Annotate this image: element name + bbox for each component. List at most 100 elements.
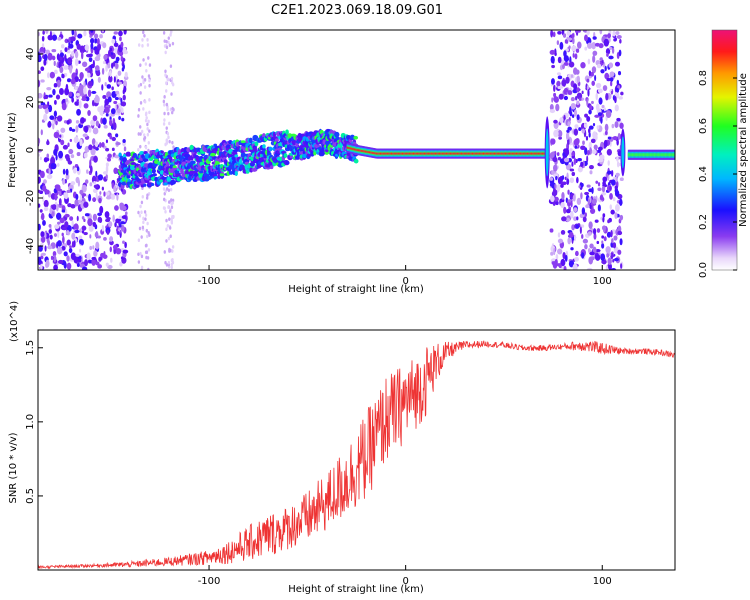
signal-pixel bbox=[130, 162, 137, 166]
noise-pixel bbox=[612, 197, 616, 202]
noise-pixel bbox=[554, 48, 557, 56]
noise-pixel bbox=[122, 80, 128, 88]
noise-pixel bbox=[139, 132, 142, 136]
edge-spike bbox=[545, 128, 549, 177]
noise-pixel bbox=[557, 85, 562, 90]
signal-pixel bbox=[151, 168, 156, 174]
colorbar-tick-label: 0.2 bbox=[698, 214, 709, 230]
noise-pixel bbox=[586, 78, 590, 83]
noise-pixel bbox=[94, 38, 98, 44]
noise-pixel bbox=[168, 121, 171, 126]
noise-pixel bbox=[576, 75, 580, 83]
noise-pixel bbox=[148, 110, 151, 115]
snr-ticks: -100 0 100 0.5 1.0 1.5 bbox=[25, 340, 612, 587]
noise-pixel bbox=[120, 55, 124, 62]
noise-pixel bbox=[570, 200, 573, 208]
noise-pixel bbox=[581, 128, 585, 134]
noise-pixel bbox=[118, 30, 123, 37]
noise-pixel bbox=[43, 179, 47, 184]
noise-pixel bbox=[56, 115, 63, 122]
noise-pixel bbox=[612, 242, 617, 249]
noise-pixel bbox=[557, 248, 563, 255]
noise-pixel bbox=[566, 178, 570, 186]
noise-pixel bbox=[78, 78, 81, 83]
noise-pixel bbox=[586, 30, 590, 36]
noise-pixel bbox=[77, 60, 81, 64]
noise-pixel bbox=[144, 118, 148, 123]
noise-pixel bbox=[165, 45, 169, 50]
noise-pixel bbox=[563, 95, 569, 101]
snr-xtick-label: 100 bbox=[593, 576, 612, 587]
noise-pixel bbox=[594, 219, 599, 223]
noise-pixel bbox=[595, 248, 601, 253]
noise-pixel bbox=[605, 264, 609, 270]
noise-pixel bbox=[588, 132, 591, 138]
noise-pixel bbox=[607, 160, 610, 166]
noise-pixel bbox=[46, 153, 50, 159]
noise-pixel bbox=[105, 195, 112, 200]
noise-pixel bbox=[580, 161, 584, 167]
noise-pixel bbox=[549, 228, 554, 233]
noise-pixel bbox=[140, 254, 144, 259]
noise-pixel bbox=[570, 247, 574, 251]
noise-pixel bbox=[75, 92, 80, 97]
noise-pixel bbox=[604, 123, 609, 132]
noise-pixel bbox=[90, 42, 94, 50]
noise-pixel bbox=[53, 60, 56, 66]
noise-pixel bbox=[111, 38, 116, 44]
noise-pixel bbox=[46, 72, 50, 79]
noise-pixel bbox=[616, 117, 621, 122]
noise-pixel bbox=[51, 204, 57, 210]
noise-pixel bbox=[79, 189, 84, 195]
noise-pixel bbox=[162, 197, 166, 202]
signal-pixel bbox=[238, 158, 243, 165]
noise-pixel bbox=[87, 89, 92, 98]
noise-pixel bbox=[71, 232, 76, 240]
noise-pixel bbox=[588, 125, 594, 130]
noise-pixel bbox=[38, 104, 43, 109]
noise-pixel bbox=[74, 76, 79, 83]
noise-pixel bbox=[610, 209, 615, 215]
noise-pixel bbox=[167, 188, 171, 193]
noise-pixel bbox=[617, 230, 623, 236]
noise-pixel bbox=[575, 96, 578, 101]
noise-pixel bbox=[607, 219, 611, 224]
noise-pixel bbox=[612, 258, 615, 263]
noise-pixel bbox=[171, 41, 175, 46]
noise-pixel bbox=[40, 212, 45, 221]
noise-pixel bbox=[83, 103, 89, 109]
noise-pixel bbox=[611, 238, 614, 244]
noise-pixel bbox=[141, 194, 144, 199]
noise-pixel bbox=[571, 33, 575, 39]
noise-pixel bbox=[564, 148, 570, 157]
noise-pixel bbox=[105, 174, 108, 180]
noise-pixel bbox=[591, 66, 597, 74]
noise-pixel bbox=[122, 47, 127, 54]
noise-pixel bbox=[118, 223, 122, 228]
noise-pixel bbox=[587, 248, 591, 253]
noise-pixel bbox=[574, 124, 579, 129]
noise-pixel bbox=[80, 74, 83, 81]
signal-pixel bbox=[126, 152, 132, 157]
noise-pixel bbox=[169, 187, 173, 192]
noise-pixel bbox=[115, 133, 119, 138]
noise-pixel bbox=[74, 229, 80, 234]
noise-pixel bbox=[576, 87, 580, 93]
noise-pixel bbox=[610, 80, 613, 87]
noise-pixel bbox=[48, 224, 52, 228]
noise-pixel bbox=[43, 199, 49, 208]
noise-pixel bbox=[114, 222, 117, 228]
noise-pixel bbox=[592, 55, 596, 63]
colorbar-tick-label: 0.6 bbox=[698, 118, 709, 134]
noise-pixel bbox=[165, 126, 168, 130]
colorbar-label: Normalized spectral amplitude bbox=[738, 73, 749, 227]
noise-pixel bbox=[614, 37, 617, 41]
noise-pixel bbox=[101, 67, 105, 75]
noise-pixel bbox=[120, 41, 124, 48]
noise-pixel bbox=[104, 82, 107, 87]
noise-pixel bbox=[162, 99, 166, 104]
noise-pixel bbox=[92, 221, 97, 228]
snr-ytick-label: 0.5 bbox=[25, 488, 36, 504]
noise-pixel bbox=[112, 214, 115, 223]
noise-pixel bbox=[101, 186, 105, 191]
